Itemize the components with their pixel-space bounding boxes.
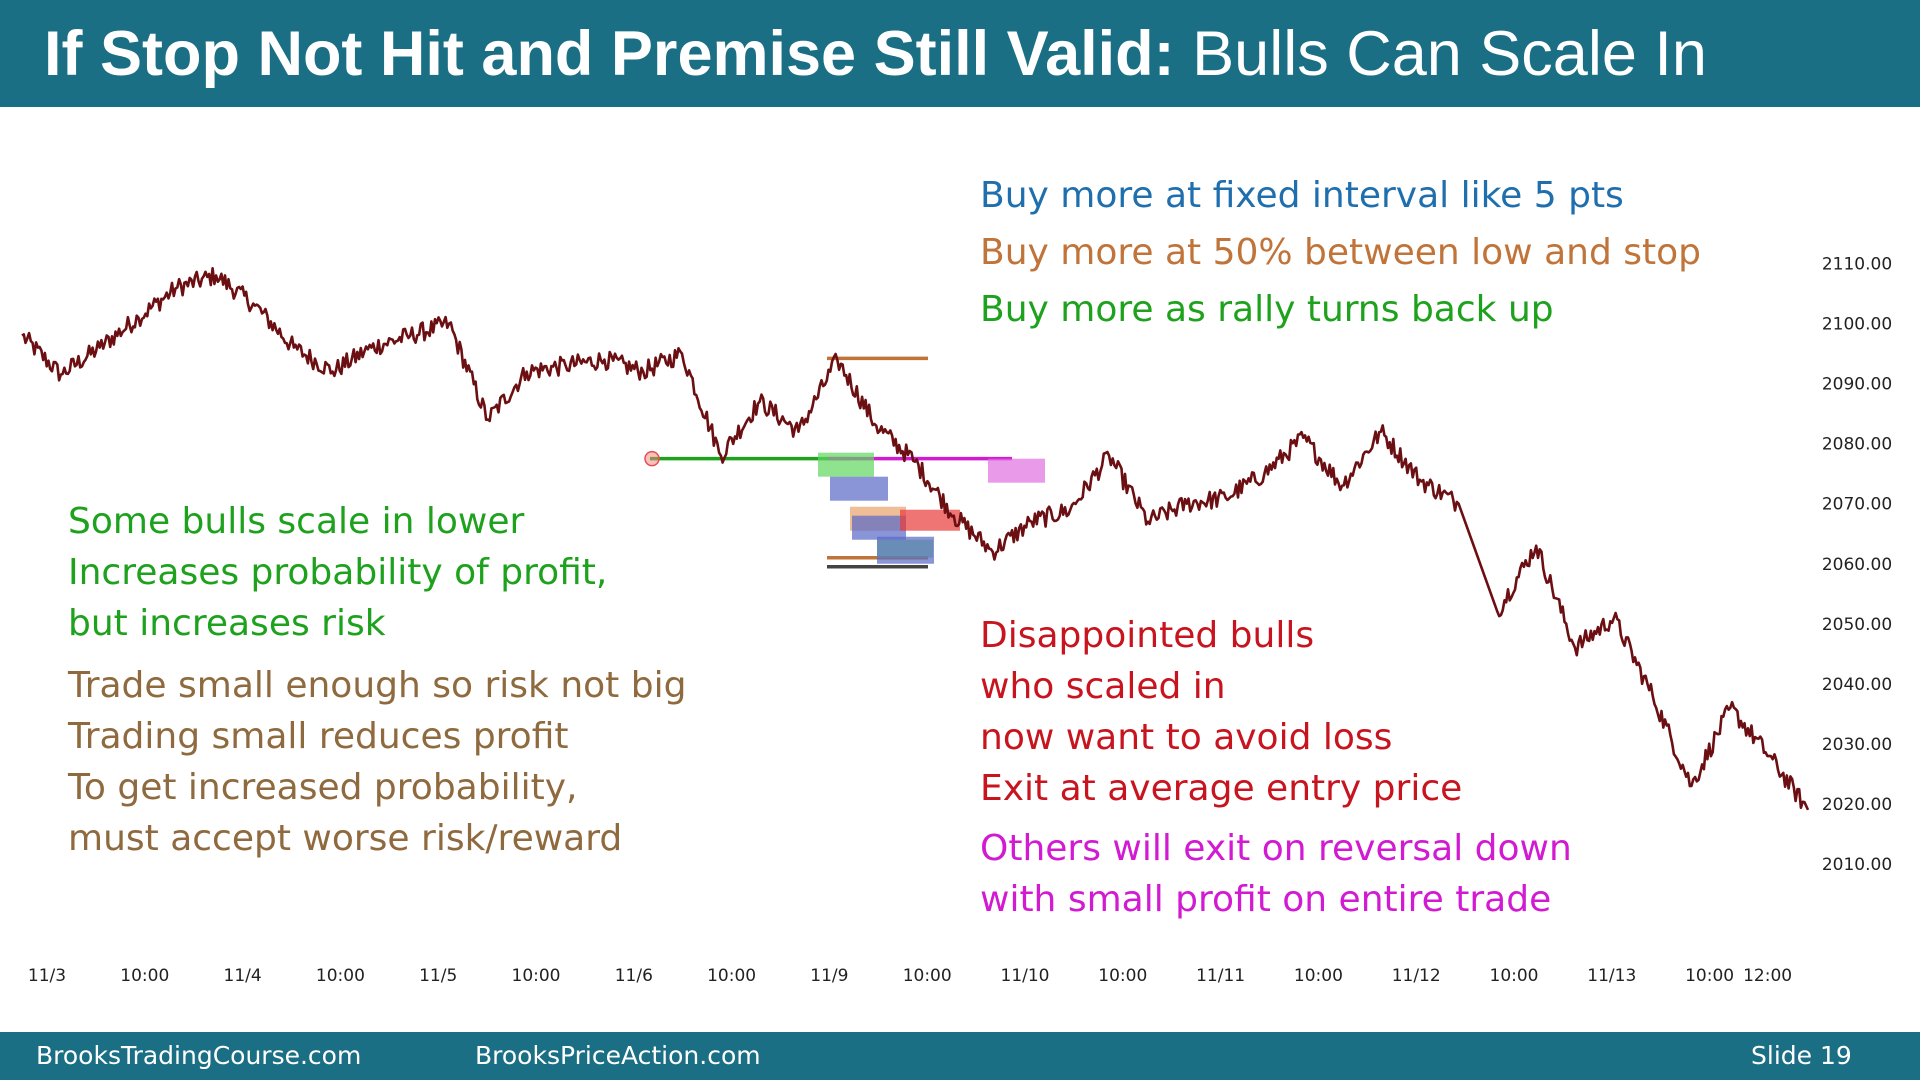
y-tick-label: 2040.00 [1822, 675, 1892, 695]
slide-title-rest: Bulls Can Scale In [1174, 19, 1707, 89]
x-tick-label: 11/5 [419, 966, 457, 986]
slide-title-bold: If Stop Not Hit and Premise Still Valid: [44, 19, 1175, 89]
bulls-lower-line-3: but increases risk [68, 603, 386, 644]
disappointed-line-1: Disappointed bulls [980, 615, 1315, 656]
footer-site-course: BrooksTradingCourse.com [36, 1041, 362, 1070]
y-axis: 2110.00 2100.00 2090.00 2080.00 2070.00 2060.… [1822, 255, 1892, 875]
x-tick-label: 10:00 [512, 966, 561, 986]
price-chart: 2110.00 2100.00 2090.00 2080.00 2070.00 2060.… [21, 255, 1892, 986]
x-tick-label: 12:00 [1743, 966, 1792, 986]
price-series [21, 267, 1810, 811]
entry-marker [644, 450, 660, 467]
method-fixed-interval: Buy more at fixed interval like 5 pts [980, 175, 1624, 216]
y-tick-label: 2080.00 [1822, 435, 1892, 455]
x-tick-label: 10:00 [1490, 966, 1539, 986]
scale-in-box [900, 509, 960, 531]
y-tick-label: 2110.00 [1822, 255, 1892, 275]
x-tick-label: 11/10 [1001, 966, 1050, 986]
bulls-lower-line-2: Increases probability of profit, [68, 552, 608, 593]
scale-in-box [830, 476, 888, 501]
slide-number: Slide 19 [1751, 1041, 1852, 1070]
x-tick-label: 11/3 [28, 966, 66, 986]
x-tick-label: 11/11 [1196, 966, 1245, 986]
scale-in-box [988, 458, 1045, 483]
y-tick-label: 2100.00 [1822, 315, 1892, 335]
trade-small-note: Trade small enough so risk not big Tradi… [68, 660, 686, 864]
disappointed-line-3: now want to avoid loss [980, 717, 1393, 758]
others-exit-note: Others will exit on reversal down with s… [980, 823, 1572, 925]
disappointed-line-4: Exit at average entry price [980, 768, 1463, 809]
x-tick-label: 10:00 [120, 966, 169, 986]
x-tick-label: 11/9 [810, 966, 848, 986]
trade-small-line-2: Trading small reduces profit [68, 716, 569, 757]
trade-small-line-1: Trade small enough so risk not big [68, 665, 687, 706]
x-tick-label: 11/12 [1392, 966, 1441, 986]
y-tick-label: 2070.00 [1822, 495, 1892, 515]
scale-in-box [877, 536, 934, 564]
footer-site-price-action: BrooksPriceAction.com [475, 1041, 761, 1070]
others-line-1: Others will exit on reversal down [980, 828, 1572, 869]
x-tick-label: 10:00 [1685, 966, 1734, 986]
x-tick-label: 10:00 [903, 966, 952, 986]
x-tick-label: 10:00 [316, 966, 365, 986]
x-tick-label: 10:00 [1294, 966, 1343, 986]
bulls-lower-note: Some bulls scale in lower Increases prob… [68, 496, 607, 649]
y-tick-label: 2020.00 [1822, 795, 1892, 815]
scale-in-boxes [818, 452, 1045, 564]
x-tick-label: 11/13 [1587, 966, 1636, 986]
bulls-lower-line-1: Some bulls scale in lower [68, 501, 525, 542]
disappointed-bulls-note: Disappointed bulls who scaled in now wan… [980, 610, 1462, 814]
slide-title: If Stop Not Hit and Premise Still Valid:… [44, 14, 1707, 94]
footer-bar: BrooksTradingCourse.com BrooksPriceActio… [0, 1032, 1920, 1080]
others-line-2: with small profit on entire trade [980, 879, 1552, 920]
x-axis: 11/3 10:00 11/4 10:00 11/5 10:00 11/6 10:00 11/9… [28, 966, 1792, 986]
disappointed-line-2: who scaled in [980, 666, 1226, 707]
y-tick-label: 2010.00 [1822, 855, 1892, 875]
method-rally-up: Buy more as rally turns back up [980, 289, 1554, 330]
scale-in-box [818, 452, 874, 477]
price-line [21, 267, 1810, 811]
y-tick-label: 2090.00 [1822, 375, 1892, 395]
y-tick-label: 2060.00 [1822, 555, 1892, 575]
x-tick-label: 10:00 [707, 966, 756, 986]
y-tick-label: 2050.00 [1822, 615, 1892, 635]
x-tick-label: 11/6 [615, 966, 653, 986]
trade-small-line-3: To get increased probability, [68, 767, 578, 808]
x-tick-label: 10:00 [1098, 966, 1147, 986]
scale-methods-note: Buy more at fixed interval like 5 pts Bu… [980, 170, 1701, 335]
scale-in-box [852, 515, 906, 540]
x-tick-label: 11/4 [224, 966, 262, 986]
title-bar: If Stop Not Hit and Premise Still Valid:… [0, 0, 1920, 107]
trade-small-line-4: must accept worse risk/reward [68, 818, 623, 859]
method-fifty-percent: Buy more at 50% between low and stop [980, 232, 1701, 273]
y-tick-label: 2030.00 [1822, 735, 1892, 755]
entry-marker-dot [644, 450, 660, 467]
